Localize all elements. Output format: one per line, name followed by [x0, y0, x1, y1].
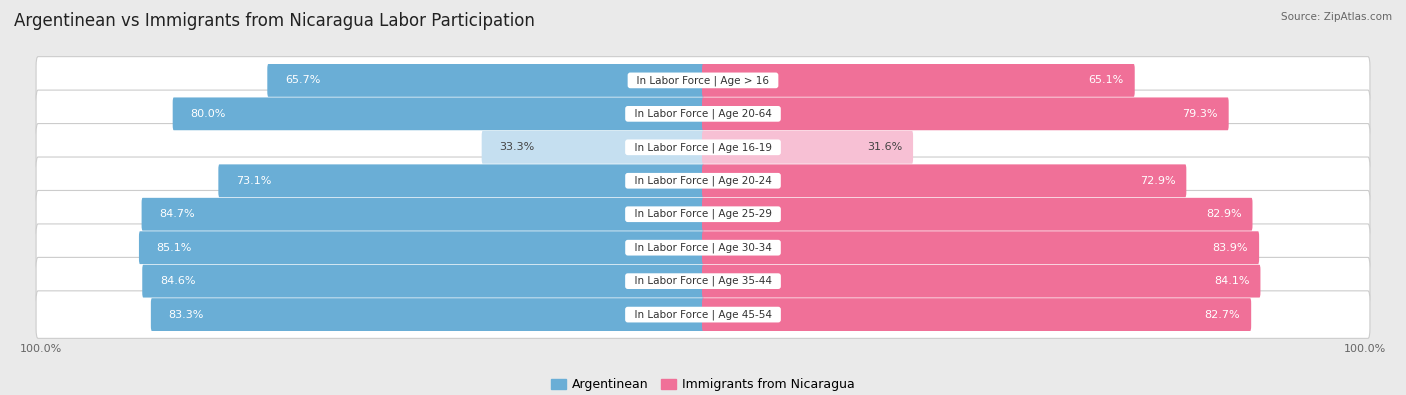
Text: 33.3%: 33.3% — [499, 142, 534, 152]
FancyBboxPatch shape — [173, 98, 704, 130]
FancyBboxPatch shape — [702, 131, 912, 164]
Text: 84.1%: 84.1% — [1213, 276, 1250, 286]
FancyBboxPatch shape — [37, 56, 1369, 104]
Text: 82.7%: 82.7% — [1205, 310, 1240, 320]
FancyBboxPatch shape — [702, 298, 1251, 331]
Text: 84.7%: 84.7% — [159, 209, 195, 219]
Text: 65.1%: 65.1% — [1088, 75, 1123, 85]
FancyBboxPatch shape — [37, 90, 1369, 137]
FancyBboxPatch shape — [37, 124, 1369, 171]
Text: 83.9%: 83.9% — [1213, 243, 1249, 253]
FancyBboxPatch shape — [37, 157, 1369, 205]
FancyBboxPatch shape — [218, 164, 704, 197]
FancyBboxPatch shape — [37, 224, 1369, 271]
FancyBboxPatch shape — [150, 298, 704, 331]
Text: In Labor Force | Age 35-44: In Labor Force | Age 35-44 — [627, 276, 779, 286]
Text: 79.3%: 79.3% — [1182, 109, 1218, 119]
Text: In Labor Force | Age 30-34: In Labor Force | Age 30-34 — [628, 243, 778, 253]
Text: 84.6%: 84.6% — [160, 276, 195, 286]
FancyBboxPatch shape — [37, 258, 1369, 305]
FancyBboxPatch shape — [267, 64, 704, 97]
Text: Argentinean vs Immigrants from Nicaragua Labor Participation: Argentinean vs Immigrants from Nicaragua… — [14, 12, 534, 30]
Text: 80.0%: 80.0% — [190, 109, 225, 119]
FancyBboxPatch shape — [702, 64, 1135, 97]
Text: 83.3%: 83.3% — [169, 310, 204, 320]
Text: 82.9%: 82.9% — [1206, 209, 1241, 219]
Text: Source: ZipAtlas.com: Source: ZipAtlas.com — [1281, 12, 1392, 22]
Legend: Argentinean, Immigrants from Nicaragua: Argentinean, Immigrants from Nicaragua — [546, 373, 860, 395]
FancyBboxPatch shape — [142, 265, 704, 297]
Text: 72.9%: 72.9% — [1140, 176, 1175, 186]
FancyBboxPatch shape — [482, 131, 704, 164]
FancyBboxPatch shape — [702, 231, 1260, 264]
Text: 31.6%: 31.6% — [868, 142, 903, 152]
FancyBboxPatch shape — [702, 198, 1253, 231]
FancyBboxPatch shape — [139, 231, 704, 264]
Text: 85.1%: 85.1% — [156, 243, 191, 253]
FancyBboxPatch shape — [702, 98, 1229, 130]
Text: 73.1%: 73.1% — [236, 176, 271, 186]
FancyBboxPatch shape — [702, 265, 1260, 297]
FancyBboxPatch shape — [142, 198, 704, 231]
Text: In Labor Force | Age 16-19: In Labor Force | Age 16-19 — [627, 142, 779, 152]
Text: In Labor Force | Age > 16: In Labor Force | Age > 16 — [630, 75, 776, 86]
Text: In Labor Force | Age 20-24: In Labor Force | Age 20-24 — [628, 175, 778, 186]
Text: In Labor Force | Age 25-29: In Labor Force | Age 25-29 — [627, 209, 779, 220]
Text: 65.7%: 65.7% — [285, 75, 321, 85]
Text: In Labor Force | Age 45-54: In Labor Force | Age 45-54 — [627, 309, 779, 320]
FancyBboxPatch shape — [702, 164, 1187, 197]
Text: In Labor Force | Age 20-64: In Labor Force | Age 20-64 — [628, 109, 778, 119]
FancyBboxPatch shape — [37, 291, 1369, 339]
FancyBboxPatch shape — [37, 190, 1369, 238]
